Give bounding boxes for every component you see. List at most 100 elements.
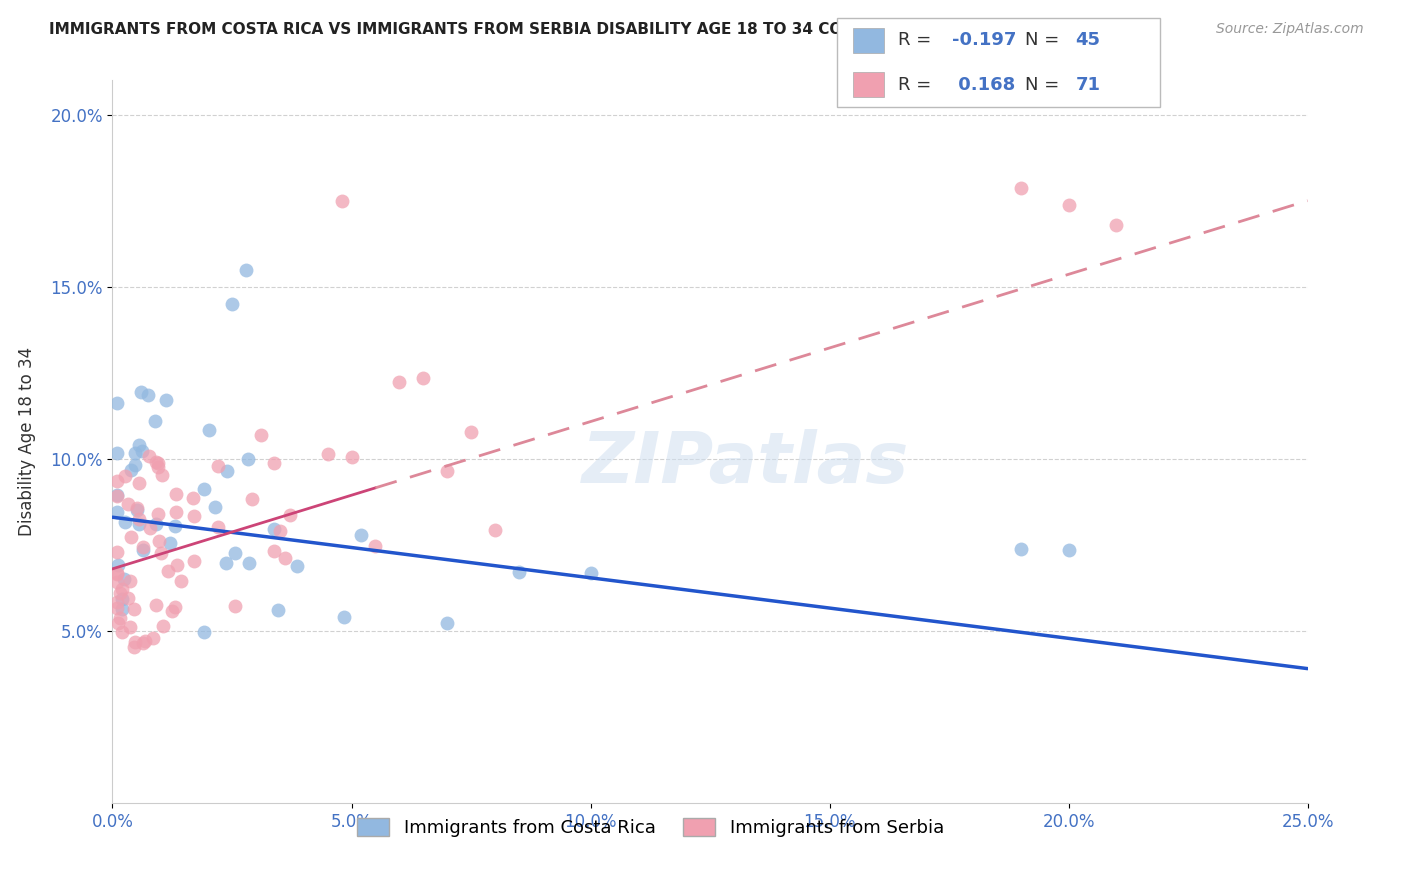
Point: [579, 566, 602, 580]
Point: [148, 459, 170, 474]
Point: [105, 600, 128, 615]
Point: [120, 619, 142, 633]
Point: [120, 531, 142, 545]
Point: [105, 566, 128, 580]
Point: [269, 524, 291, 538]
Point: [285, 558, 308, 573]
Point: [105, 567, 128, 582]
Point: [105, 505, 128, 519]
Text: -0.197: -0.197: [952, 31, 1017, 49]
Point: [159, 535, 181, 549]
Point: [138, 449, 160, 463]
Point: [139, 521, 162, 535]
Point: [349, 528, 371, 542]
Point: [132, 540, 155, 554]
Point: [1010, 181, 1032, 195]
Point: [333, 609, 356, 624]
Point: [242, 491, 264, 506]
Point: [198, 423, 221, 437]
Text: 45: 45: [1076, 31, 1101, 49]
Point: [128, 475, 150, 490]
Point: [436, 465, 458, 479]
Point: [364, 539, 387, 553]
Point: [436, 615, 458, 630]
Point: [460, 425, 482, 439]
Point: [124, 445, 146, 459]
Text: 0.168: 0.168: [952, 76, 1015, 94]
Point: [235, 262, 257, 277]
Point: [215, 556, 238, 570]
Point: [152, 619, 174, 633]
Point: [142, 631, 165, 645]
Point: [105, 488, 128, 502]
Text: 71: 71: [1076, 76, 1101, 94]
Point: [148, 456, 170, 470]
Point: [105, 595, 128, 609]
Point: [278, 508, 301, 522]
Point: [263, 543, 285, 558]
Point: [111, 582, 134, 597]
Point: [111, 592, 134, 607]
Point: [217, 463, 239, 477]
Point: [146, 507, 169, 521]
Point: [236, 451, 259, 466]
Point: [128, 517, 150, 532]
Point: [124, 635, 146, 649]
Point: [155, 392, 177, 407]
Point: [129, 384, 152, 399]
Point: [165, 487, 187, 501]
Point: [183, 554, 205, 568]
Point: [105, 489, 128, 503]
Point: [108, 585, 131, 599]
Point: [131, 444, 153, 458]
Point: [114, 572, 136, 586]
Point: [125, 500, 148, 515]
Point: [148, 534, 170, 549]
Point: [136, 388, 159, 402]
Point: [224, 546, 246, 560]
Text: N =: N =: [1025, 76, 1064, 94]
Point: [145, 455, 167, 469]
Point: [111, 602, 134, 616]
Point: [114, 515, 136, 529]
Point: [204, 500, 226, 515]
Point: [132, 636, 155, 650]
Point: [149, 546, 172, 560]
Point: [105, 396, 128, 410]
Point: [108, 611, 131, 625]
Point: [145, 517, 167, 532]
Legend: Immigrants from Costa Rica, Immigrants from Serbia: Immigrants from Costa Rica, Immigrants f…: [350, 811, 950, 845]
Point: [412, 371, 434, 385]
Text: R =: R =: [898, 76, 938, 94]
Point: [238, 557, 260, 571]
Point: [1057, 198, 1080, 212]
Point: [124, 602, 146, 616]
Point: [484, 523, 506, 537]
Point: [388, 376, 411, 390]
Text: Source: ZipAtlas.com: Source: ZipAtlas.com: [1216, 22, 1364, 37]
Point: [143, 415, 166, 429]
Point: [125, 502, 148, 516]
Point: [224, 599, 246, 613]
Point: [145, 598, 167, 612]
Point: [263, 456, 285, 470]
Point: [122, 640, 145, 654]
Point: [162, 604, 184, 618]
Point: [1010, 541, 1032, 556]
Text: ZIPatlas: ZIPatlas: [582, 429, 910, 498]
Point: [150, 467, 173, 482]
Point: [316, 447, 339, 461]
Point: [263, 523, 285, 537]
Point: [107, 558, 129, 572]
Point: [183, 508, 205, 523]
Point: [166, 505, 188, 519]
Point: [105, 446, 128, 460]
Point: [111, 624, 134, 639]
Point: [508, 565, 530, 579]
Point: [157, 564, 180, 578]
Point: [105, 574, 128, 589]
Point: [221, 297, 243, 311]
Point: [207, 458, 229, 473]
Point: [166, 558, 188, 573]
Y-axis label: Disability Age 18 to 34: Disability Age 18 to 34: [18, 347, 37, 536]
